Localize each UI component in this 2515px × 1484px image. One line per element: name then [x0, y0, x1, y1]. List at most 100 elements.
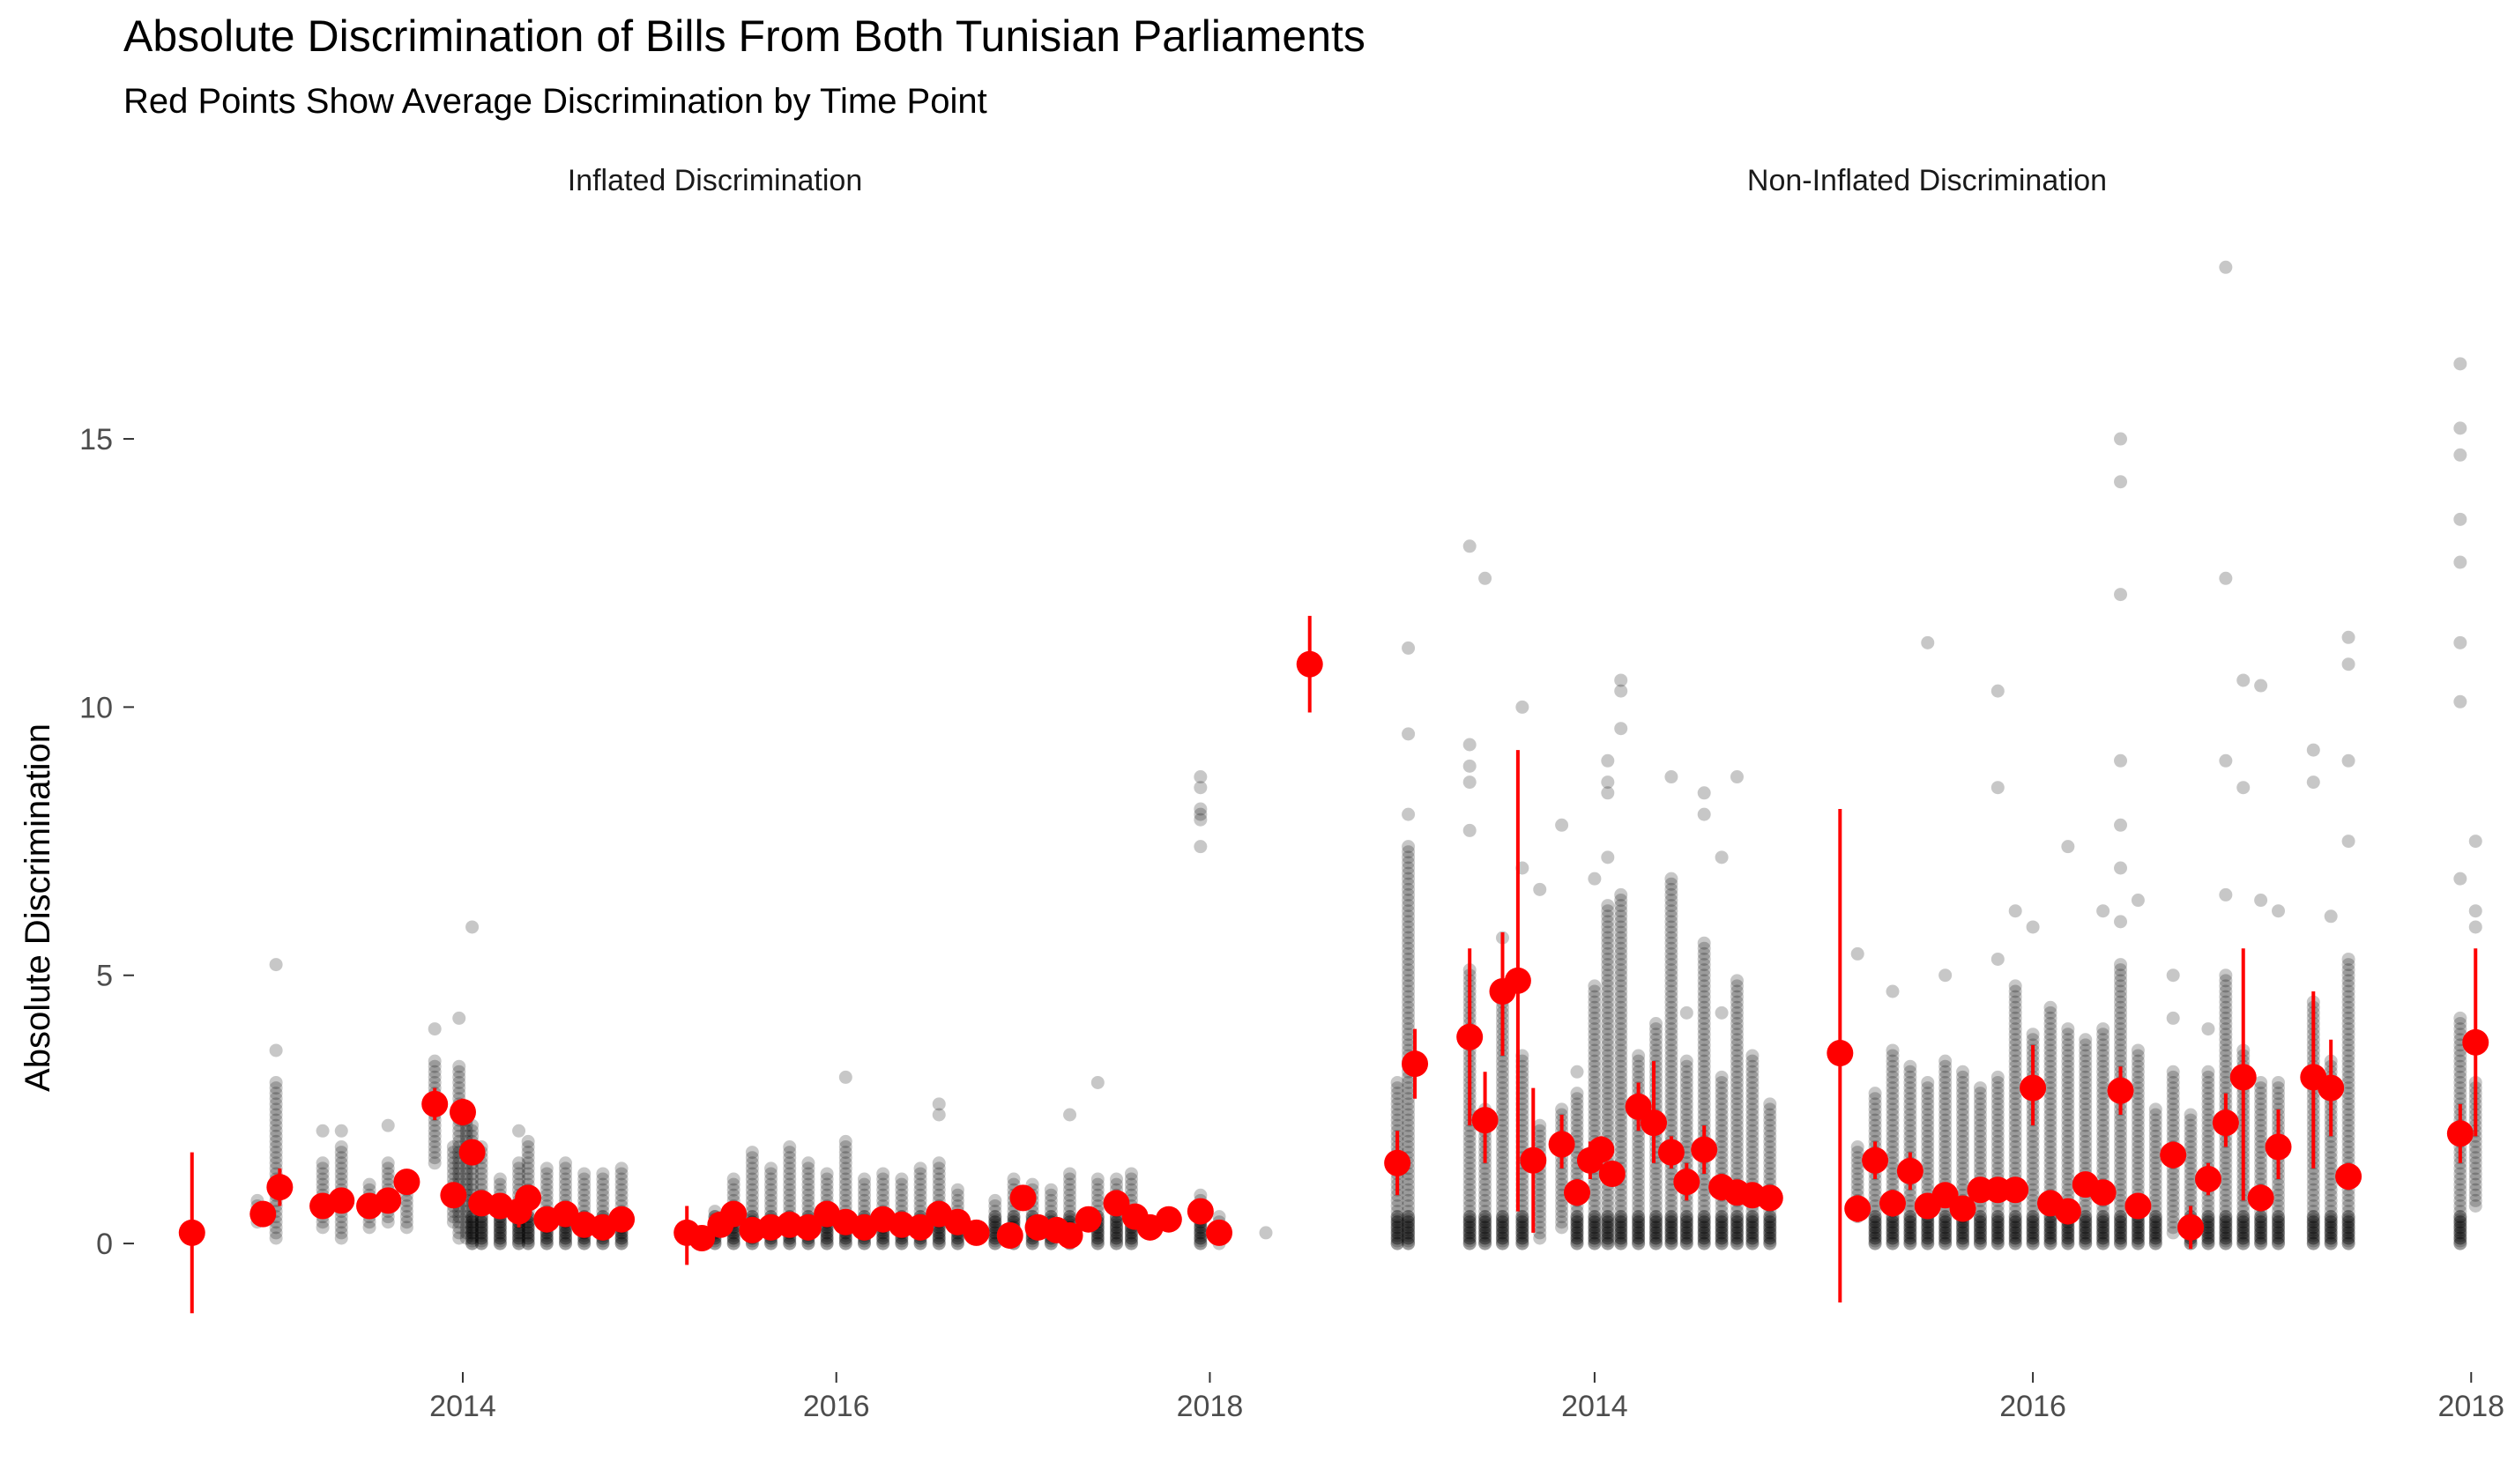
raw-point	[1402, 872, 1416, 886]
raw-point	[559, 1226, 573, 1240]
raw-point	[1390, 1087, 1404, 1101]
raw-point	[452, 1129, 466, 1143]
raw-point	[521, 1146, 535, 1160]
raw-point	[764, 1183, 778, 1197]
raw-point	[1402, 920, 1416, 934]
raw-point	[1110, 1231, 1124, 1245]
raw-point	[316, 1156, 330, 1170]
mean-point	[266, 1174, 294, 1201]
raw-point	[577, 1172, 592, 1186]
raw-point-outlier	[2114, 475, 2128, 489]
raw-point	[1044, 1205, 1058, 1219]
raw-point	[895, 1236, 909, 1250]
raw-point	[1063, 1193, 1077, 1207]
y-axis-label: Absolute Discrimination	[19, 723, 57, 1092]
raw-point-outlier	[2219, 260, 2233, 274]
raw-point	[1679, 1054, 1693, 1068]
raw-point	[783, 1188, 797, 1202]
raw-point	[1402, 995, 1416, 1009]
raw-point	[1601, 899, 1615, 913]
raw-point	[269, 1097, 283, 1111]
raw-point	[1402, 1172, 1416, 1186]
raw-point	[745, 1183, 759, 1197]
raw-point	[820, 1226, 834, 1240]
raw-point	[1850, 1140, 1864, 1154]
raw-point	[2008, 1210, 2022, 1224]
raw-point-outlier	[1938, 968, 1953, 983]
raw-point	[1124, 1167, 1138, 1181]
raw-point	[1462, 1236, 1477, 1250]
raw-point	[577, 1193, 592, 1207]
raw-point	[399, 1193, 413, 1207]
raw-point-outlier	[2306, 743, 2320, 757]
raw-point	[577, 1198, 592, 1213]
raw-point	[2008, 979, 2022, 993]
raw-point	[1402, 1038, 1416, 1052]
raw-point	[539, 1177, 554, 1191]
raw-point-outlier	[1588, 872, 1602, 886]
raw-point	[474, 1161, 488, 1176]
raw-point	[932, 1161, 946, 1176]
raw-point	[876, 1193, 890, 1207]
raw-point	[452, 1161, 466, 1176]
mean-point	[1564, 1179, 1591, 1206]
raw-point	[474, 1231, 488, 1245]
raw-point	[1402, 856, 1416, 870]
raw-point	[1462, 1213, 1477, 1227]
raw-point	[820, 1183, 834, 1197]
raw-point	[801, 1161, 815, 1176]
raw-point	[1462, 1198, 1477, 1213]
raw-point	[334, 1231, 348, 1245]
raw-point	[895, 1183, 909, 1197]
mean-point	[1598, 1160, 1626, 1187]
mean-point	[2229, 1064, 2257, 1091]
raw-point-outlier	[1664, 770, 1678, 784]
raw-point	[1402, 850, 1416, 864]
raw-point	[452, 1221, 466, 1235]
mean-point	[907, 1213, 934, 1241]
raw-point	[577, 1167, 592, 1181]
raw-point	[1462, 1228, 1477, 1243]
raw-point	[316, 1161, 330, 1176]
raw-point	[838, 1188, 852, 1202]
raw-point	[1090, 1228, 1105, 1243]
raw-point	[1402, 1022, 1416, 1036]
raw-point	[521, 1236, 535, 1250]
raw-point	[334, 1167, 348, 1181]
raw-point	[1763, 1210, 1777, 1224]
raw-point	[474, 1167, 488, 1181]
raw-point	[1462, 1234, 1477, 1248]
raw-point	[726, 1172, 740, 1186]
raw-point	[950, 1193, 964, 1207]
raw-point	[1402, 941, 1416, 955]
raw-point	[838, 1177, 852, 1191]
raw-point	[726, 1231, 740, 1245]
raw-point	[334, 1156, 348, 1170]
raw-point	[876, 1231, 890, 1245]
raw-point	[1402, 1075, 1416, 1089]
raw-point	[1462, 1226, 1477, 1240]
raw-point	[1938, 1210, 1953, 1224]
raw-point	[459, 1221, 473, 1235]
raw-point	[1063, 1177, 1077, 1191]
raw-point	[1886, 1043, 1900, 1057]
raw-point	[820, 1228, 834, 1243]
raw-point	[1124, 1231, 1138, 1245]
raw-point	[362, 1221, 376, 1235]
raw-point	[1402, 1140, 1416, 1154]
raw-point	[745, 1188, 759, 1202]
raw-point	[614, 1183, 629, 1197]
raw-point	[381, 1215, 395, 1229]
raw-point	[521, 1151, 535, 1165]
x-tick-label: 2016	[803, 1390, 870, 1423]
raw-point	[521, 1228, 535, 1243]
raw-point	[1090, 1231, 1105, 1245]
mean-point	[375, 1187, 402, 1214]
raw-point	[988, 1215, 1002, 1229]
raw-point	[950, 1183, 964, 1197]
raw-point	[493, 1172, 507, 1186]
raw-point	[539, 1183, 554, 1197]
raw-point	[764, 1161, 778, 1176]
raw-point	[783, 1236, 797, 1250]
raw-point	[913, 1172, 927, 1186]
